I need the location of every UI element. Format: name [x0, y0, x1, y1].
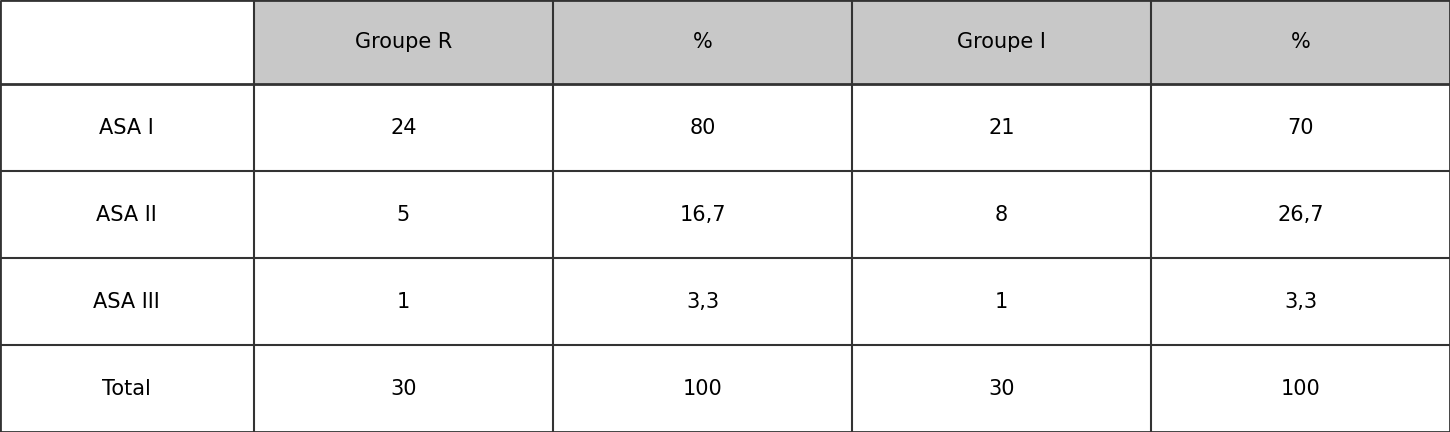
Bar: [254, 258, 552, 345]
Bar: [1151, 345, 1450, 432]
Text: 30: 30: [390, 378, 416, 399]
Bar: [0, 84, 254, 171]
Text: 1: 1: [397, 292, 410, 311]
Text: 100: 100: [683, 378, 722, 399]
Bar: [0, 0, 254, 84]
Text: 26,7: 26,7: [1277, 205, 1324, 225]
Text: 3,3: 3,3: [1285, 292, 1317, 311]
Text: 5: 5: [397, 205, 410, 225]
Bar: [853, 345, 1151, 432]
Text: 100: 100: [1280, 378, 1321, 399]
Text: ASA I: ASA I: [100, 118, 154, 138]
Text: ASA III: ASA III: [93, 292, 161, 311]
Bar: [853, 258, 1151, 345]
Bar: [254, 0, 552, 84]
Text: Groupe I: Groupe I: [957, 32, 1045, 52]
Bar: [1151, 84, 1450, 171]
Bar: [0, 171, 254, 258]
Bar: [853, 84, 1151, 171]
Text: ASA II: ASA II: [97, 205, 157, 225]
Bar: [552, 258, 853, 345]
Bar: [1151, 171, 1450, 258]
Bar: [254, 84, 552, 171]
Text: Total: Total: [103, 378, 151, 399]
Bar: [254, 171, 552, 258]
Bar: [552, 84, 853, 171]
Text: 1: 1: [995, 292, 1008, 311]
Bar: [552, 345, 853, 432]
Bar: [254, 345, 552, 432]
Text: 70: 70: [1288, 118, 1314, 138]
Text: 3,3: 3,3: [686, 292, 719, 311]
Text: 30: 30: [989, 378, 1015, 399]
Text: 80: 80: [689, 118, 716, 138]
Bar: [552, 171, 853, 258]
Text: 16,7: 16,7: [679, 205, 725, 225]
Text: %: %: [693, 32, 712, 52]
Bar: [1151, 0, 1450, 84]
Bar: [552, 0, 853, 84]
Text: %: %: [1290, 32, 1311, 52]
Bar: [0, 345, 254, 432]
Text: Groupe R: Groupe R: [355, 32, 452, 52]
Text: 21: 21: [989, 118, 1015, 138]
Bar: [853, 171, 1151, 258]
Bar: [1151, 258, 1450, 345]
Bar: [0, 258, 254, 345]
Text: 24: 24: [390, 118, 416, 138]
Bar: [853, 0, 1151, 84]
Text: 8: 8: [995, 205, 1008, 225]
